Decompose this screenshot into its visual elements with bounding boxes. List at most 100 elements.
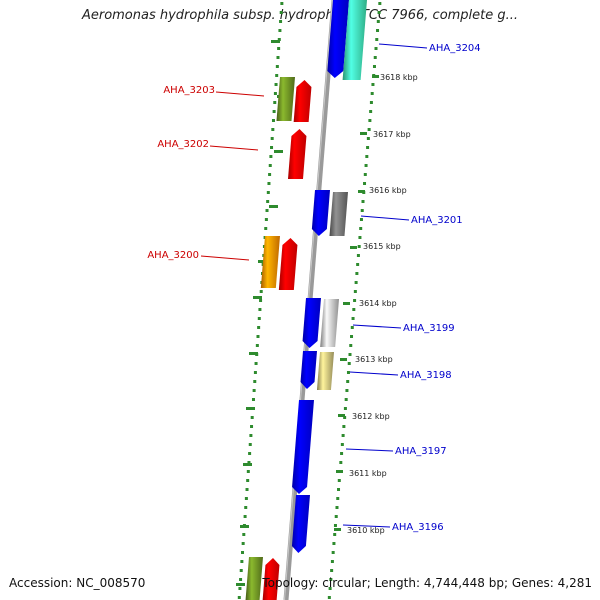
gene-label-right: AHA_3199 xyxy=(403,323,455,334)
track-dot xyxy=(270,137,274,140)
track-dot xyxy=(367,128,371,131)
gene-aha3200 xyxy=(278,238,298,290)
label-callout xyxy=(378,43,428,49)
track-tick xyxy=(246,407,255,410)
track-tick xyxy=(340,358,347,361)
track-dot xyxy=(347,362,351,365)
track-dot xyxy=(350,335,354,338)
gene-aha3203 xyxy=(293,80,312,122)
track-tick xyxy=(360,132,367,135)
track-tick xyxy=(343,302,350,305)
gene-label-left: AHA_3203 xyxy=(163,85,215,96)
track-dot xyxy=(357,245,361,248)
track-dot xyxy=(243,515,247,518)
track-dot xyxy=(259,299,263,302)
track-dot xyxy=(274,83,278,86)
track-dot xyxy=(360,209,364,212)
track-dot xyxy=(264,227,268,230)
track-dot xyxy=(376,20,380,23)
track-dot xyxy=(268,173,272,176)
kbp-tick-label: 3612 kbp xyxy=(352,412,390,421)
track-tick xyxy=(358,190,365,193)
track-dot xyxy=(244,497,248,500)
gene-aha3199 xyxy=(320,299,339,347)
track-dot xyxy=(278,29,282,32)
track-dot xyxy=(249,434,253,437)
gene-label-right: AHA_3201 xyxy=(411,215,463,226)
track-dot xyxy=(337,488,341,491)
track-dot xyxy=(370,92,374,95)
track-dot xyxy=(353,299,357,302)
gene-aha3201-forward xyxy=(311,190,330,236)
track-dot xyxy=(339,461,343,464)
accession-info: Accession: NC_008570 xyxy=(9,576,145,590)
track-dot xyxy=(272,110,276,113)
track-dot xyxy=(364,164,368,167)
kbp-tick-label: 3610 kbp xyxy=(347,526,385,535)
track-dot xyxy=(346,380,350,383)
track-dot xyxy=(340,443,344,446)
track-dot xyxy=(246,479,250,482)
kbp-tick-label: 3617 kbp xyxy=(373,130,411,139)
track-dot xyxy=(257,317,261,320)
kbp-tick-label: 3614 kbp xyxy=(359,299,397,308)
track-dot xyxy=(345,389,349,392)
track-tick xyxy=(336,470,343,473)
track-dot xyxy=(361,200,365,203)
track-dot xyxy=(332,542,336,545)
track-tick xyxy=(240,525,249,528)
track-dot xyxy=(329,578,333,581)
gene-aha3204-neighbor xyxy=(342,0,367,80)
track-dot xyxy=(275,65,279,68)
track-dot xyxy=(240,560,244,563)
track-dot xyxy=(246,470,250,473)
track-dot xyxy=(373,56,377,59)
track-dot xyxy=(333,524,337,527)
track-dot xyxy=(239,569,243,572)
track-dot xyxy=(334,515,338,518)
track-dot xyxy=(366,146,370,149)
track-dot xyxy=(237,596,241,599)
gene-label-left: AHA_3200 xyxy=(147,250,199,261)
track-dot xyxy=(363,173,367,176)
track-dot xyxy=(340,452,344,455)
track-dot xyxy=(369,101,373,104)
track-dot xyxy=(265,209,269,212)
track-dot xyxy=(276,56,280,59)
track-dot xyxy=(247,461,251,464)
topology-label: Topology: xyxy=(262,576,319,590)
genes-label: Genes: xyxy=(511,576,554,590)
track-dot xyxy=(244,506,248,509)
gene-aha3201 xyxy=(329,192,348,236)
accession-label: Accession: xyxy=(9,576,73,590)
kbp-tick-label: 3613 kbp xyxy=(355,355,393,364)
gene-bottom-olive xyxy=(245,557,263,600)
label-callout xyxy=(200,255,250,261)
label-callout xyxy=(209,145,259,151)
track-dot xyxy=(349,344,353,347)
track-dot xyxy=(268,164,272,167)
track-dot xyxy=(253,371,257,374)
track-dot xyxy=(239,578,243,581)
track-dot xyxy=(355,272,359,275)
track-dot xyxy=(376,29,380,32)
track-tick xyxy=(372,75,379,78)
track-dot xyxy=(354,281,358,284)
gene-aha3200-neighbor xyxy=(260,236,280,288)
track-dot xyxy=(269,155,273,158)
track-dot xyxy=(371,83,375,86)
genome-stats: Topology: circular; Length: 4,744,448 bp… xyxy=(262,576,592,590)
track-tick xyxy=(269,205,278,208)
track-dot xyxy=(333,533,337,536)
accession-value: NC_008570 xyxy=(76,576,146,590)
gene-aha3198 xyxy=(316,352,334,390)
track-dot xyxy=(351,317,355,320)
kbp-tick-label: 3615 kbp xyxy=(363,242,401,251)
track-dot xyxy=(277,38,281,41)
track-dot xyxy=(330,560,334,563)
track-dot xyxy=(241,542,245,545)
gene-bottom-red xyxy=(262,558,280,600)
track-dot xyxy=(342,425,346,428)
label-callout xyxy=(360,215,410,221)
track-ticks xyxy=(236,40,379,586)
